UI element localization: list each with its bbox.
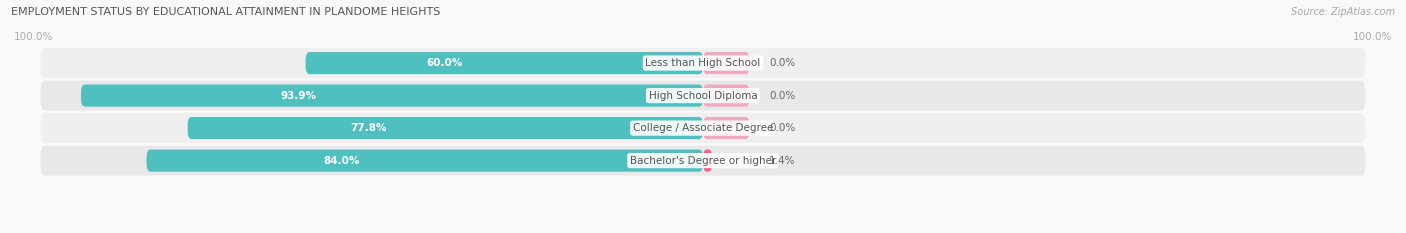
Text: High School Diploma: High School Diploma — [648, 91, 758, 101]
Text: Less than High School: Less than High School — [645, 58, 761, 68]
FancyBboxPatch shape — [703, 150, 713, 172]
Text: Bachelor's Degree or higher: Bachelor's Degree or higher — [630, 156, 776, 166]
FancyBboxPatch shape — [703, 117, 749, 139]
Text: 0.0%: 0.0% — [769, 58, 796, 68]
FancyBboxPatch shape — [703, 85, 749, 107]
FancyBboxPatch shape — [305, 52, 703, 74]
FancyBboxPatch shape — [41, 48, 1365, 78]
FancyBboxPatch shape — [41, 81, 1365, 110]
Text: Source: ZipAtlas.com: Source: ZipAtlas.com — [1291, 7, 1395, 17]
FancyBboxPatch shape — [41, 146, 1365, 175]
FancyBboxPatch shape — [82, 85, 703, 107]
FancyBboxPatch shape — [146, 150, 703, 172]
Text: 77.8%: 77.8% — [350, 123, 387, 133]
Text: 100.0%: 100.0% — [14, 32, 53, 42]
Text: 60.0%: 60.0% — [426, 58, 463, 68]
Text: 100.0%: 100.0% — [1353, 32, 1392, 42]
FancyBboxPatch shape — [41, 113, 1365, 143]
FancyBboxPatch shape — [703, 52, 749, 74]
Text: College / Associate Degree: College / Associate Degree — [633, 123, 773, 133]
Text: 0.0%: 0.0% — [769, 91, 796, 101]
Text: 93.9%: 93.9% — [281, 91, 316, 101]
Text: 1.4%: 1.4% — [769, 156, 796, 166]
Text: EMPLOYMENT STATUS BY EDUCATIONAL ATTAINMENT IN PLANDOME HEIGHTS: EMPLOYMENT STATUS BY EDUCATIONAL ATTAINM… — [11, 7, 440, 17]
FancyBboxPatch shape — [187, 117, 703, 139]
Text: 0.0%: 0.0% — [769, 123, 796, 133]
Text: 84.0%: 84.0% — [323, 156, 360, 166]
